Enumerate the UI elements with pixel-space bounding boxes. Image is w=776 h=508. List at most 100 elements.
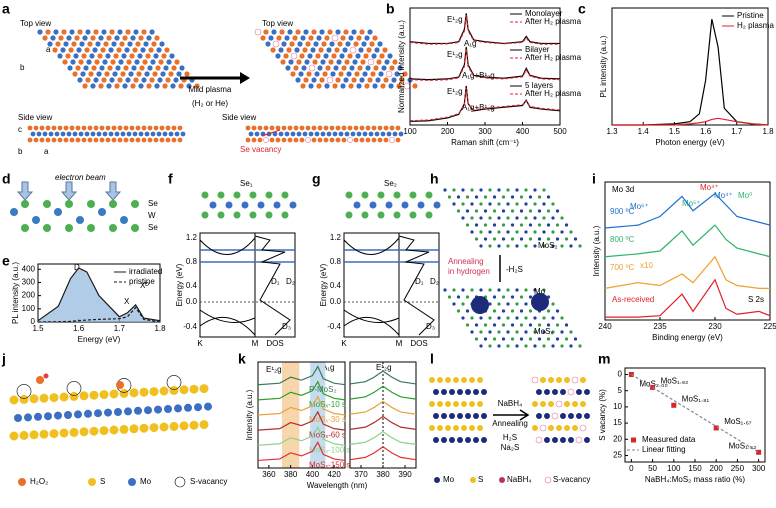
annotation: Se₁ xyxy=(240,179,253,188)
atom xyxy=(515,288,519,292)
atom xyxy=(170,83,176,89)
atom xyxy=(275,125,281,131)
atom xyxy=(443,288,447,292)
atom xyxy=(524,302,528,306)
atom xyxy=(281,191,289,199)
annotation: Annealing xyxy=(448,257,484,266)
atom xyxy=(168,131,174,137)
atom xyxy=(134,406,142,415)
panel-label: f xyxy=(168,171,173,187)
annotation: Mo xyxy=(534,287,546,296)
atom xyxy=(501,323,506,327)
atom xyxy=(452,288,456,292)
atom xyxy=(109,425,119,435)
atom xyxy=(449,389,455,395)
annotation: Se xyxy=(148,223,158,232)
atom xyxy=(519,237,524,241)
atom xyxy=(251,125,257,131)
atom xyxy=(497,244,501,248)
atom xyxy=(317,137,323,143)
atom xyxy=(461,316,465,320)
atom xyxy=(54,131,60,137)
atom xyxy=(42,35,48,41)
atom xyxy=(29,394,39,404)
atom xyxy=(116,47,122,53)
atom xyxy=(542,230,546,234)
y-tick-label: 0 xyxy=(618,370,623,379)
atom xyxy=(19,430,29,440)
atom xyxy=(311,137,317,143)
atom xyxy=(528,309,533,313)
legend-label: P-MoS₂ xyxy=(309,385,337,394)
atom xyxy=(542,316,546,320)
annotation: Mo⁰ xyxy=(738,191,752,200)
atom xyxy=(81,137,87,143)
atom xyxy=(324,83,330,89)
atom xyxy=(361,41,367,47)
x-tick-label: 1.7 xyxy=(114,324,126,333)
atom xyxy=(105,53,111,59)
atom xyxy=(453,425,459,431)
atom xyxy=(461,377,467,383)
atom xyxy=(43,224,51,232)
atom xyxy=(542,202,546,206)
atom xyxy=(194,83,200,89)
atom xyxy=(501,309,506,313)
atom xyxy=(69,125,75,131)
atom xyxy=(506,288,510,292)
atom xyxy=(331,34,339,42)
x-tick-label: 1.3 xyxy=(606,127,618,136)
line xyxy=(604,224,771,258)
annotation: Mild plasma xyxy=(189,85,232,94)
atom xyxy=(382,47,388,53)
atom xyxy=(21,200,29,208)
atom xyxy=(294,47,300,53)
atom xyxy=(445,377,451,383)
annotation: b xyxy=(20,63,25,72)
atom xyxy=(179,385,189,395)
atom xyxy=(564,337,569,341)
annotation: Mo xyxy=(443,475,455,484)
atom xyxy=(544,437,550,443)
annotation: -H₂S xyxy=(506,265,523,274)
atom xyxy=(465,223,470,227)
atom xyxy=(461,401,467,407)
atom xyxy=(546,337,551,341)
atom xyxy=(174,59,180,65)
atom xyxy=(112,71,118,77)
atom xyxy=(348,35,354,41)
atom xyxy=(281,125,287,131)
atom xyxy=(164,47,170,53)
atom xyxy=(133,29,139,35)
annotation: 0.8 xyxy=(330,257,342,266)
atom xyxy=(524,316,528,320)
line xyxy=(349,400,417,415)
atom xyxy=(120,131,126,137)
atom xyxy=(575,436,583,444)
atom xyxy=(569,344,573,348)
atom xyxy=(492,323,497,327)
atom xyxy=(281,137,287,143)
annotation: 1.2 xyxy=(186,233,198,242)
atom xyxy=(515,316,519,320)
atom xyxy=(488,302,492,306)
atom xyxy=(409,191,417,199)
atom xyxy=(387,53,393,59)
atom xyxy=(510,223,515,227)
point-label: MoS₁.₉₂ xyxy=(661,377,689,386)
atom xyxy=(492,337,497,341)
atom xyxy=(374,131,380,137)
atom xyxy=(169,421,179,431)
y-axis-label: PL intensity (a.u.) xyxy=(11,262,20,324)
annotation: E¹₂g xyxy=(266,365,282,374)
atom xyxy=(341,65,347,71)
atom xyxy=(9,431,19,441)
atom xyxy=(63,125,69,131)
atom xyxy=(501,195,506,199)
atom xyxy=(159,422,169,432)
annotation: E¹₂g xyxy=(447,15,463,24)
atom xyxy=(477,377,483,383)
atom xyxy=(279,29,285,35)
annotation: Mo 3d xyxy=(612,185,634,194)
dos xyxy=(254,235,291,336)
